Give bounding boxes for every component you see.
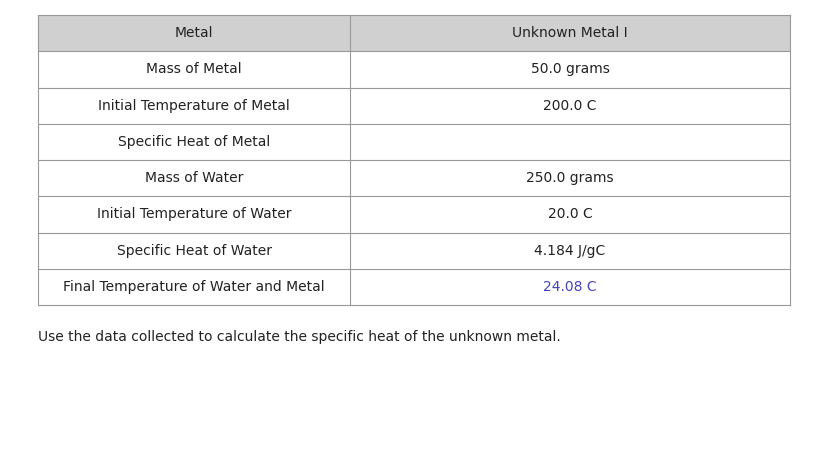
Bar	[38, 88, 789, 124]
Bar	[38, 233, 789, 269]
Text: Final Temperature of Water and Metal: Final Temperature of Water and Metal	[63, 280, 324, 294]
Text: Initial Temperature of Metal: Initial Temperature of Metal	[98, 99, 289, 113]
Text: 4.184 J/gC: 4.184 J/gC	[533, 244, 605, 257]
Text: Metal: Metal	[174, 26, 213, 40]
Text: 24.08 C: 24.08 C	[543, 280, 596, 294]
Bar	[38, 51, 789, 88]
Text: 20.0 C: 20.0 C	[547, 207, 591, 221]
Text: Mass of Metal: Mass of Metal	[146, 62, 241, 76]
Text: 50.0 grams: 50.0 grams	[530, 62, 609, 76]
Text: 200.0 C: 200.0 C	[543, 99, 596, 113]
Text: Mass of Water: Mass of Water	[145, 171, 243, 185]
Text: 250.0 grams: 250.0 grams	[526, 171, 613, 185]
Text: Use the data collected to calculate the specific heat of the unknown metal.: Use the data collected to calculate the …	[38, 330, 560, 344]
Bar	[38, 160, 789, 196]
Text: Specific Heat of Metal: Specific Heat of Metal	[117, 135, 270, 149]
Text: Initial Temperature of Water: Initial Temperature of Water	[97, 207, 291, 221]
Bar	[38, 269, 789, 305]
Bar	[38, 124, 789, 160]
Text: Specific Heat of Water: Specific Heat of Water	[117, 244, 271, 257]
Bar	[38, 196, 789, 233]
Bar	[38, 15, 789, 51]
Text: Unknown Metal I: Unknown Metal I	[512, 26, 627, 40]
